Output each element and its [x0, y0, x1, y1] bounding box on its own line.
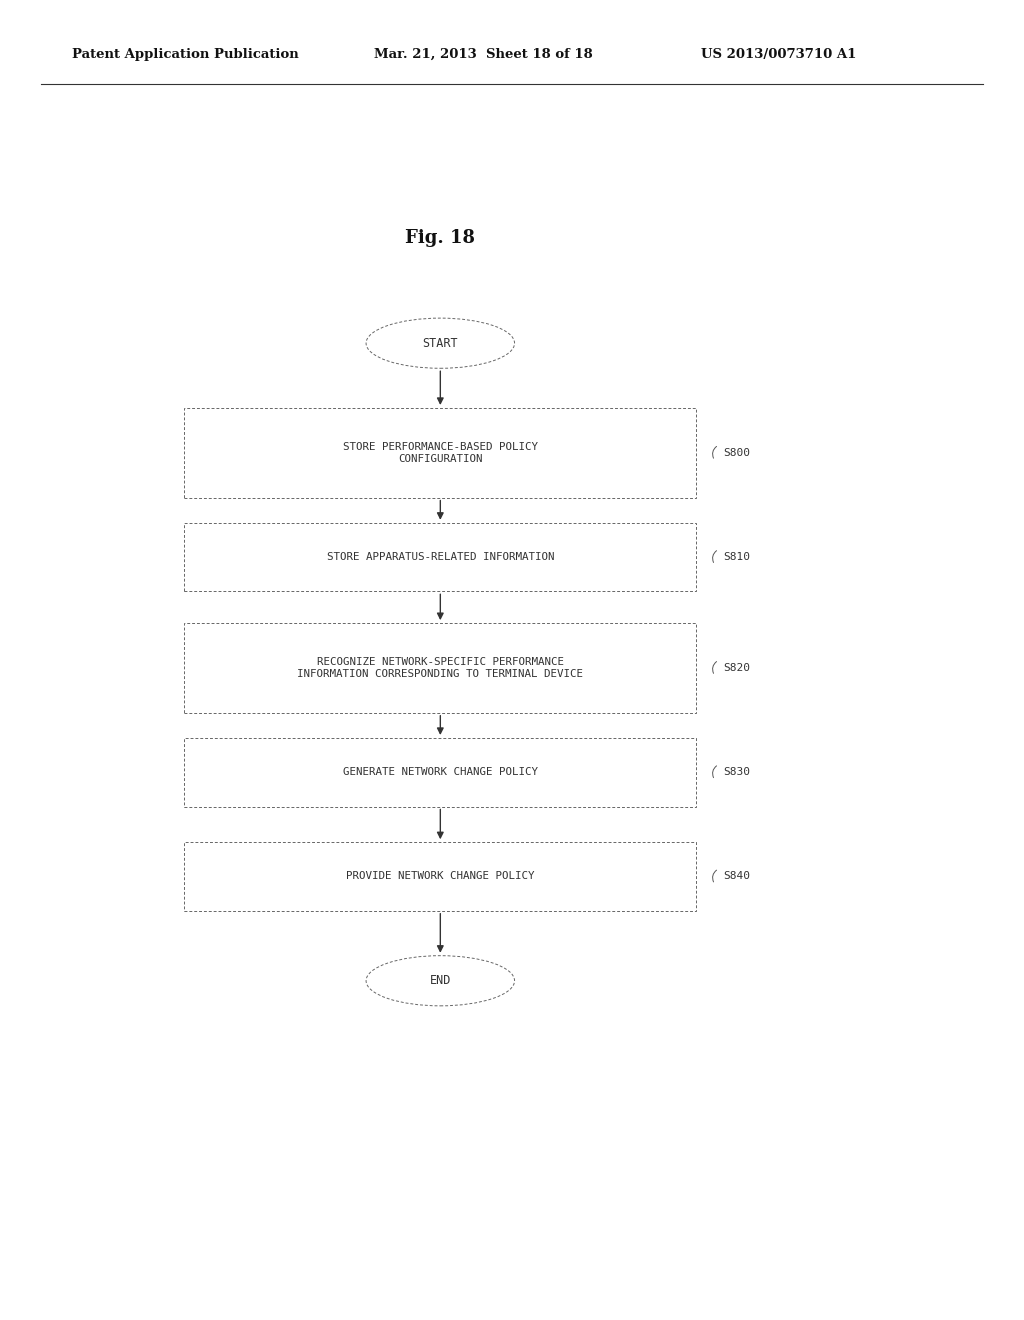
- Text: Mar. 21, 2013  Sheet 18 of 18: Mar. 21, 2013 Sheet 18 of 18: [374, 48, 593, 61]
- Text: Fig. 18: Fig. 18: [406, 228, 475, 247]
- FancyBboxPatch shape: [184, 523, 696, 591]
- Text: S840: S840: [723, 871, 750, 882]
- Text: END: END: [430, 974, 451, 987]
- Text: S830: S830: [723, 767, 750, 777]
- Ellipse shape: [366, 318, 514, 368]
- Text: S800: S800: [723, 447, 750, 458]
- Text: S810: S810: [723, 552, 750, 562]
- Text: PROVIDE NETWORK CHANGE POLICY: PROVIDE NETWORK CHANGE POLICY: [346, 871, 535, 882]
- Text: STORE APPARATUS-RELATED INFORMATION: STORE APPARATUS-RELATED INFORMATION: [327, 552, 554, 562]
- Text: S820: S820: [723, 663, 750, 673]
- FancyBboxPatch shape: [184, 408, 696, 498]
- Text: RECOGNIZE NETWORK-SPECIFIC PERFORMANCE
INFORMATION CORRESPONDING TO TERMINAL DEV: RECOGNIZE NETWORK-SPECIFIC PERFORMANCE I…: [297, 657, 584, 678]
- FancyBboxPatch shape: [184, 623, 696, 713]
- Text: START: START: [423, 337, 458, 350]
- Text: US 2013/0073710 A1: US 2013/0073710 A1: [701, 48, 857, 61]
- FancyBboxPatch shape: [184, 738, 696, 807]
- Text: STORE PERFORMANCE-BASED POLICY
CONFIGURATION: STORE PERFORMANCE-BASED POLICY CONFIGURA…: [343, 442, 538, 463]
- Text: Patent Application Publication: Patent Application Publication: [72, 48, 298, 61]
- FancyBboxPatch shape: [184, 842, 696, 911]
- Text: GENERATE NETWORK CHANGE POLICY: GENERATE NETWORK CHANGE POLICY: [343, 767, 538, 777]
- Ellipse shape: [366, 956, 514, 1006]
